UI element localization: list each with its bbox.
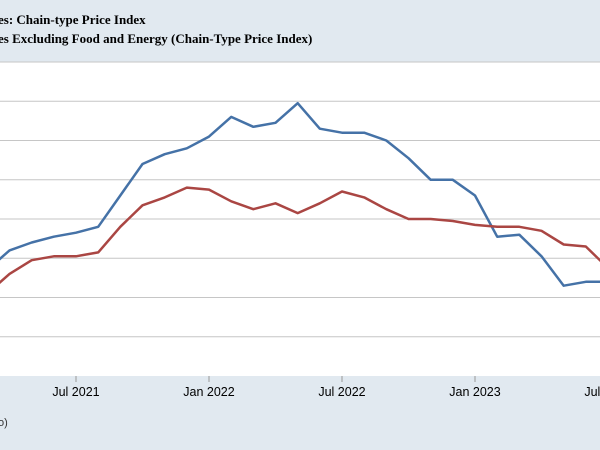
x-tick-label: Jul 2022 xyxy=(318,385,365,399)
series-line-core xyxy=(0,186,600,285)
legend: es: Chain-type Price Index es Excluding … xyxy=(0,12,312,46)
x-tick-label: Jul 2021 xyxy=(52,385,99,399)
series-layer xyxy=(0,101,600,287)
legend-label-headline: es: Chain-type Price Index xyxy=(0,12,146,27)
x-tick-label: Jan 2023 xyxy=(449,385,500,399)
x-tick-label: Jul 2023 xyxy=(584,385,600,399)
x-tick-label: Jan 2022 xyxy=(183,385,234,399)
gridlines xyxy=(0,61,600,338)
legend-label-core: es Excluding Food and Energy (Chain-Type… xyxy=(0,31,312,46)
x-axis: Jul 2021 Jan 2022 Jul 2022 Jan 2023 Jul 2023 xyxy=(52,376,600,399)
series-line-headline xyxy=(0,101,600,287)
footer-fragment: o) xyxy=(0,417,8,429)
